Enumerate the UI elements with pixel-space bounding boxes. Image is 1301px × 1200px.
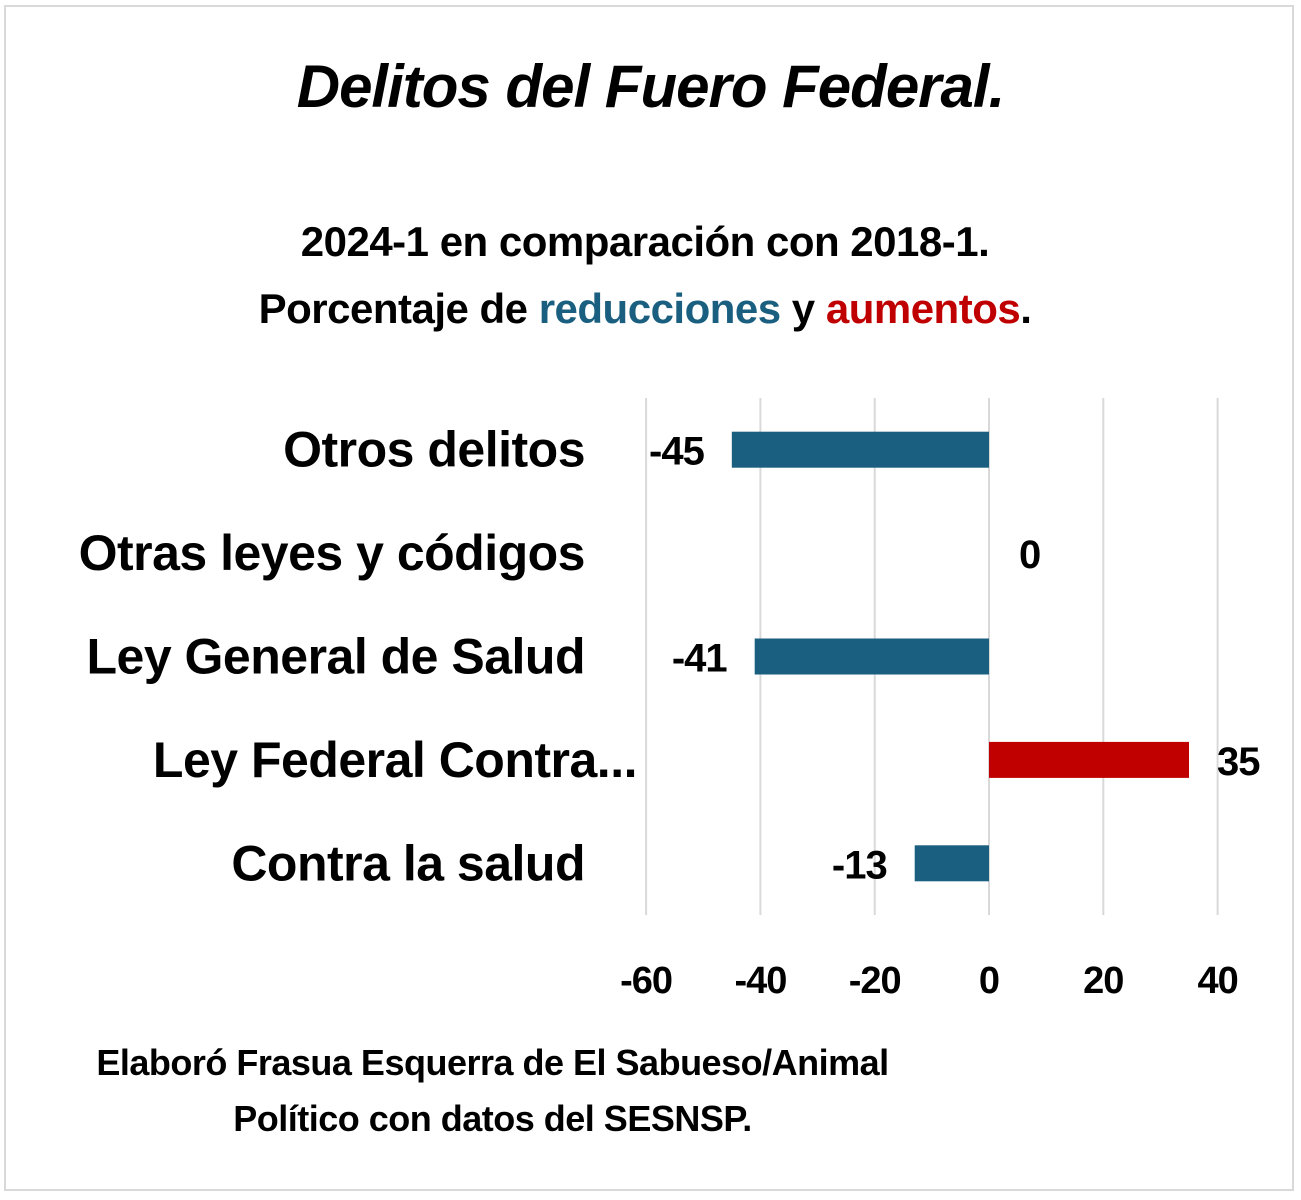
bar	[914, 845, 989, 882]
chart-frame	[4, 5, 1294, 1191]
x-tick-label: -40	[734, 960, 786, 1002]
category-label: Otros delitos	[283, 422, 585, 478]
data-label: -13	[832, 843, 887, 887]
category-label: Ley Federal Contra...	[153, 732, 637, 788]
x-tick-labels: -60 -40 -20 0 20 40	[620, 960, 1239, 1002]
x-tick-label: 40	[1197, 960, 1237, 1002]
source-note-line2: Político con datos del SESNSP.	[233, 1098, 752, 1139]
chart-subtitle-line1: 2024-1 en comparación con 2018-1.	[300, 218, 990, 265]
source-note-line1: Elaboró Frasua Esquerra de El Sabueso/An…	[96, 1042, 889, 1083]
x-tick-label: 20	[1083, 960, 1123, 1002]
subtitle-middle: y	[780, 285, 826, 332]
bar	[754, 638, 989, 675]
chart-title: Delitos del Fuero Federal.	[296, 53, 1006, 120]
x-tick-label: 0	[979, 960, 999, 1002]
category-labels: Otros delitos Otras leyes y códigos Ley Ge…	[79, 422, 638, 892]
subtitle-prefix: Porcentaje de	[258, 285, 539, 332]
x-tick-label: -20	[849, 960, 901, 1002]
category-label: Contra la salud	[231, 835, 585, 891]
data-label: -41	[672, 637, 728, 681]
category-label: Otras leyes y códigos	[79, 525, 585, 581]
subtitle-suffix: .	[1020, 285, 1032, 332]
category-label: Ley General de Salud	[86, 629, 585, 685]
chart-subtitle-line2: Porcentaje de reducciones y aumentos.	[0, 285, 1290, 333]
bars	[731, 431, 1190, 882]
bar	[989, 741, 1190, 778]
source-note: Elaboró Frasua Esquerra de El Sabueso/An…	[0, 1035, 985, 1147]
data-label: -45	[649, 430, 705, 474]
x-tick-label: -60	[620, 960, 672, 1002]
data-labels: -45 0 -41 35 -13	[649, 430, 1261, 888]
data-label: 35	[1217, 740, 1260, 784]
data-label: 0	[1019, 533, 1040, 577]
subtitle-increases: aumentos	[825, 285, 1021, 332]
bar	[731, 431, 989, 468]
subtitle-reductions: reducciones	[538, 285, 781, 332]
